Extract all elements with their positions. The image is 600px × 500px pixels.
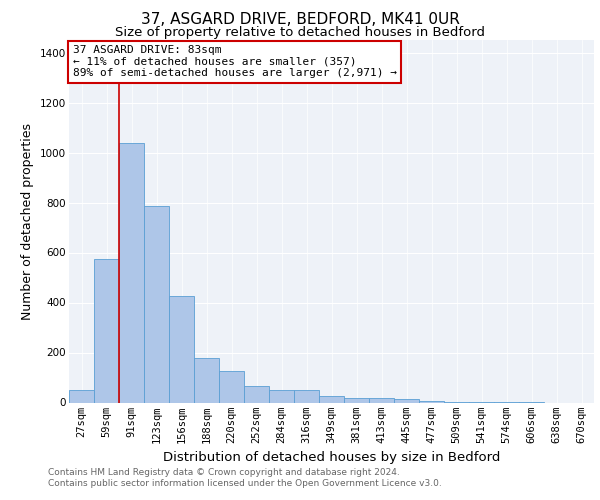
Bar	[194, 358, 219, 403]
Text: Contains HM Land Registry data © Crown copyright and database right 2024.
Contai: Contains HM Land Registry data © Crown c…	[48, 468, 442, 487]
Text: 37, ASGARD DRIVE, BEDFORD, MK41 0UR: 37, ASGARD DRIVE, BEDFORD, MK41 0UR	[140, 12, 460, 28]
Bar	[319, 396, 344, 402]
Bar	[394, 399, 419, 402]
Bar	[94, 259, 119, 402]
Bar	[119, 142, 144, 402]
Bar	[269, 390, 294, 402]
Text: Size of property relative to detached houses in Bedford: Size of property relative to detached ho…	[115, 26, 485, 39]
Bar	[419, 400, 444, 402]
Text: 37 ASGARD DRIVE: 83sqm
← 11% of detached houses are smaller (357)
89% of semi-de: 37 ASGARD DRIVE: 83sqm ← 11% of detached…	[73, 45, 397, 78]
Bar	[69, 390, 94, 402]
X-axis label: Distribution of detached houses by size in Bedford: Distribution of detached houses by size …	[163, 451, 500, 464]
Bar	[294, 390, 319, 402]
Bar	[244, 386, 269, 402]
Y-axis label: Number of detached properties: Number of detached properties	[22, 122, 34, 320]
Bar	[169, 296, 194, 403]
Bar	[344, 398, 369, 402]
Bar	[219, 370, 244, 402]
Bar	[144, 206, 169, 402]
Bar	[369, 398, 394, 402]
